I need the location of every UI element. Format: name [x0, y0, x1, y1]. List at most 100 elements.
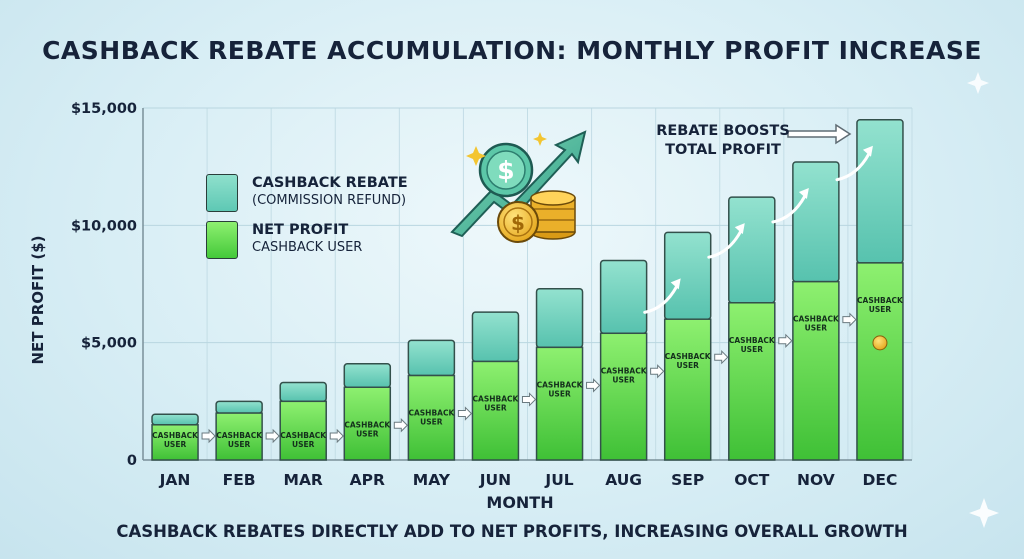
x-axis-label: MONTH [486, 493, 554, 512]
growth-arrowhead-icon [670, 278, 681, 290]
y-tick-label: $10,000 [71, 218, 137, 234]
connector-arrow-icon [329, 428, 344, 444]
x-tick-label: MAR [284, 471, 323, 489]
x-tick-label: JUL [544, 471, 573, 489]
x-axis-ticks: JAN FEB MAR APR MAY JUN JUL AUG SEP OCT NOV DEC [159, 471, 898, 489]
bar-rebate-jun [471, 311, 520, 363]
bar-label: CASHBACK [344, 420, 391, 429]
growth-arrow-icon [835, 152, 871, 182]
connector-arrow-icon [521, 392, 537, 407]
bar-label: CASHBACK [216, 431, 263, 440]
svg-text:$: $ [497, 156, 514, 185]
bar-label: CASHBACK [793, 315, 840, 324]
x-tick-label: SEP [671, 471, 704, 489]
svg-text:$: $ [511, 211, 525, 235]
x-tick-label: OCT [734, 471, 770, 489]
bar-rebate-mar [279, 381, 327, 403]
bar-label: USER [420, 418, 443, 427]
growth-arrowhead-icon [798, 187, 809, 199]
bar-label: USER [484, 403, 507, 412]
bar-label: CASHBACK [408, 409, 455, 418]
y-tick-label: $5,000 [81, 336, 137, 352]
connector-arrow-icon [265, 428, 280, 444]
bar-profit-jan [151, 424, 199, 461]
y-tick-label: $15,000 [71, 101, 137, 117]
bar-label: CASHBACK [601, 366, 648, 375]
bar-rebate-may [407, 339, 456, 377]
bar-label: CASHBACK [537, 380, 584, 389]
bar-label: CASHBACK [152, 431, 199, 440]
connector-arrow-icon [586, 378, 601, 393]
bar-rebate-jul [535, 287, 584, 349]
bar-label: CASHBACK [857, 296, 904, 305]
bars: CASHBACKUSERCASHBACKUSERCASHBACKUSERCASH… [151, 118, 904, 461]
legend-sublabel: CASHBACK USER [252, 240, 363, 255]
bar-rebate-dec [856, 118, 904, 264]
growth-arrow-icon [643, 284, 679, 314]
legend-label: CASHBACK REBATE [252, 175, 408, 191]
bar-rebate-oct [728, 196, 776, 304]
bar-label: USER [869, 305, 892, 314]
bar-label: USER [292, 440, 315, 449]
connector-arrow-icon [393, 418, 408, 433]
connector-arrow-icon [714, 349, 729, 365]
money-growth-icon: $ $ [450, 130, 587, 243]
bar-rebate-jan [151, 413, 199, 426]
growth-arrow-icon [771, 194, 807, 224]
bar-label: USER [228, 440, 251, 449]
coin-icon [872, 335, 888, 351]
bar-profit-mar [279, 400, 327, 461]
x-tick-label: JUN [479, 471, 511, 489]
bar-rebate-nov [792, 161, 840, 283]
bar-label: USER [741, 345, 764, 354]
bar-profit-sep [663, 318, 712, 461]
bar-profit-nov [792, 280, 840, 461]
y-axis-ticks: 0 $5,000 $10,000 $15,000 [71, 101, 137, 469]
bar-profit-dec [856, 262, 904, 461]
x-tick-label: NOV [797, 471, 835, 489]
growth-arrowhead-icon [734, 223, 745, 235]
bar-label: USER [548, 389, 571, 398]
coin-stack-icon [530, 190, 576, 240]
x-tick-label: APR [350, 471, 385, 489]
annotation-arrow-icon [787, 123, 852, 145]
sparkle-icon [967, 72, 989, 94]
chart-title: CASHBACK REBATE ACCUMULATION: MONTHLY PR… [42, 36, 982, 65]
connector-arrow-icon [201, 428, 216, 444]
bar-rebate-feb [215, 400, 263, 414]
x-tick-label: JAN [159, 471, 191, 489]
growth-arrow-icon [707, 229, 743, 259]
bar-label: CASHBACK [729, 336, 776, 345]
connector-arrow-icon [650, 364, 665, 379]
connector-arrow-icon [842, 312, 857, 327]
bar-label: USER [356, 429, 379, 438]
bar-rebate-aug [599, 259, 648, 335]
bar-label: USER [612, 375, 635, 384]
annotation-line: REBATE BOOSTS [656, 123, 790, 139]
bar-profit-aug [599, 332, 648, 461]
decoration [201, 145, 888, 444]
bar-profit-jun [471, 360, 520, 461]
y-axis-label: NET PROFIT ($) [29, 235, 47, 365]
bar-label: CASHBACK [473, 394, 520, 403]
bar-label: USER [677, 361, 700, 370]
x-tick-label: AUG [605, 471, 642, 489]
connector-arrow-icon [457, 406, 473, 421]
legend-swatch-rebate [206, 174, 238, 212]
connector-arrow-icon [778, 333, 793, 348]
growth-arrowhead-icon [862, 145, 873, 157]
x-tick-label: DEC [863, 471, 898, 489]
bar-rebate-sep [663, 231, 712, 320]
legend-swatch-profit [206, 221, 238, 259]
legend-label: NET PROFIT [252, 222, 349, 238]
x-tick-label: MAY [413, 471, 451, 489]
grid-lines [142, 107, 913, 461]
bar-rebate-apr [343, 363, 392, 389]
bar-label: CASHBACK [280, 431, 327, 440]
chart-subtitle: CASHBACK REBATES DIRECTLY ADD TO NET PRO… [116, 522, 908, 541]
bar-profit-may [407, 374, 456, 461]
bar-label: CASHBACK [665, 352, 712, 361]
bar-label: USER [164, 440, 187, 449]
y-tick-label: 0 [127, 453, 137, 469]
